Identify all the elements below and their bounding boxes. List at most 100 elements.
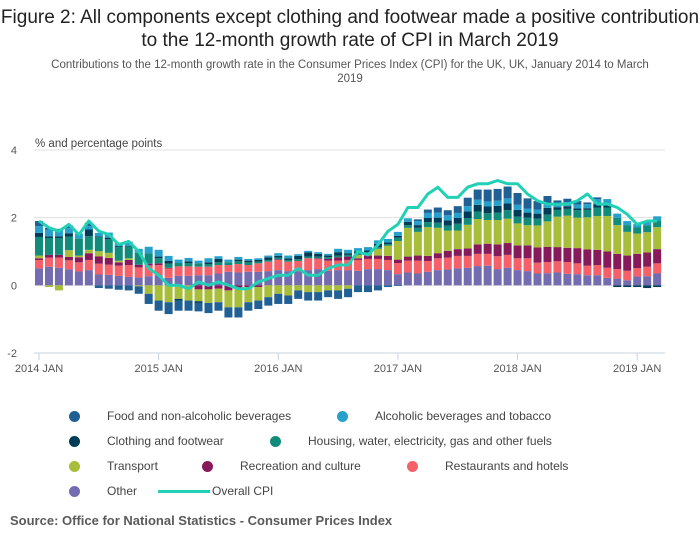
bar-segment [423,255,432,261]
bar-segment [324,285,333,291]
bar-segment [523,245,532,259]
bar-segment [84,226,93,230]
bar-segment [573,208,582,211]
bar-segment [164,267,173,269]
bar-segment [583,265,592,276]
y-axis-ticks: 4 2 0 -2 [7,145,17,360]
bar-segment [393,274,402,286]
bar-segment [433,258,442,271]
bar-segment [463,197,472,207]
bar-segment [174,300,183,311]
source-note: Source: Office for National Statistics -… [10,513,393,528]
bar-segment [523,217,532,226]
legend-item-food[interactable]: Food and non-alcoholic beverages [69,409,291,423]
legend-item-alcohol[interactable]: Alcoholic beverages and tobacco [337,409,551,423]
bar-segment [503,203,512,211]
legend-item-restaurants[interactable]: Restaurants and hotels [407,459,568,473]
bar-segment [284,259,293,262]
bar-segment [174,266,183,276]
bar-segment [214,256,223,259]
bar-segment [334,255,343,258]
bar-segment [174,275,183,286]
bar-segment [124,245,133,247]
bar-segment [613,269,622,279]
bar-segment [453,212,462,219]
bar-segment [423,260,432,272]
bar-segment [84,259,93,271]
bar-segment [154,256,163,259]
legend-item-recreation[interactable]: Recreation and culture [202,459,361,473]
bar-segment [533,273,542,286]
bar-segment [623,270,632,281]
bar-segment [194,289,203,302]
bar-segment [403,218,412,222]
bar-segment [433,217,442,223]
bar-segment [154,263,163,266]
legend-label: Recreation and culture [240,459,361,473]
bar-segment [623,221,632,226]
bar-segment [144,253,153,264]
bar-segment [364,285,373,293]
bar-segment [533,209,542,214]
bar-segment [563,247,572,262]
y-tick-label: 2 [11,213,17,225]
bar-segment [224,259,233,263]
bar-segment [154,249,163,257]
legend-dot-icon [69,485,80,497]
bar-segment [234,259,243,262]
bar-segment [234,264,243,273]
bar-segment [104,239,113,253]
bar-segment [383,285,392,288]
bar-segment [314,285,323,293]
bar-segment [234,261,243,265]
bar-segment [463,218,472,225]
bar-segment [114,260,123,263]
legend-item-other[interactable]: Other [69,484,137,498]
bar-segment [164,268,173,278]
bar-segment [503,186,512,199]
bar-segment [234,288,243,308]
bar-segment [354,248,363,252]
bar-segment [473,199,482,205]
bar-segment [553,261,562,273]
legend-item-housing[interactable]: Housing, water, electricity, gas and oth… [270,434,552,448]
legend-label: Housing, water, electricity, gas and oth… [308,434,552,448]
bar-segment [593,199,602,205]
bar-segment [104,274,113,286]
bar-segment [204,258,213,263]
bar-segment [533,262,542,274]
bar-segment [274,259,283,260]
bar-segment [613,213,622,218]
legend-item-overall-cpi[interactable]: Overall CPI [158,484,273,498]
bar-segment [194,301,203,303]
bar-segment [44,254,53,258]
bar-segment [533,213,542,219]
bar-segment [354,258,363,260]
bar-segment [513,216,522,224]
bar-segment [523,198,532,209]
bar-segment [304,252,313,257]
legend-dot-icon [69,460,80,472]
bar-segment [603,267,612,278]
bar-segment [553,247,562,262]
bar-segment [593,197,602,200]
legend-item-transport[interactable]: Transport [69,459,158,473]
bar-segment [493,212,502,221]
bar-segment [493,244,502,257]
bar-segment [154,265,163,276]
bar-segment [453,268,462,286]
bar-segment [443,250,452,258]
bar-segment [403,221,412,226]
bar-segment [523,208,532,213]
legend-dot-icon [407,460,418,472]
bar-segment [35,255,43,259]
bar-segment [373,285,382,291]
bar-segment [453,218,462,224]
bar-segment [314,253,323,257]
bar-segment [443,215,452,221]
bar-segment [633,233,642,254]
bar-segment [593,265,602,276]
legend-item-clothing[interactable]: Clothing and footwear [69,434,224,448]
bar-segment [84,249,93,254]
bar-segment [84,229,93,237]
